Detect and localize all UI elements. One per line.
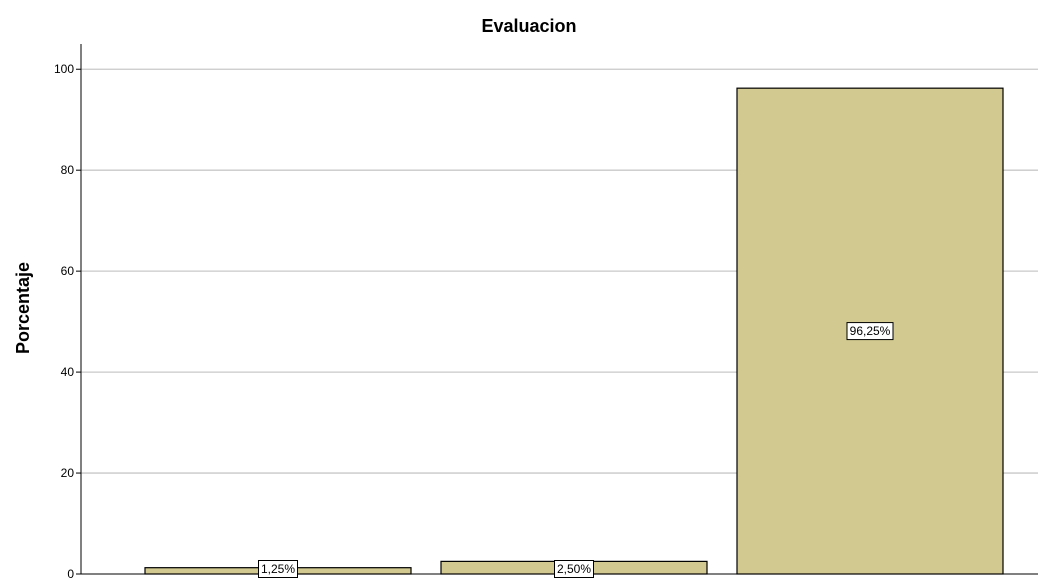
data-labels: 1,25% 2,50% 96,25% — [258, 322, 894, 578]
data-label: 96,25% — [850, 324, 891, 338]
data-label: 2,50% — [557, 562, 591, 576]
y-tick-label: 40 — [61, 365, 75, 379]
data-label-box — [846, 322, 894, 341]
y-axis-label: Porcentaje — [13, 262, 33, 354]
y-tick-label: 20 — [61, 466, 75, 480]
y-tick-label: 60 — [61, 264, 75, 278]
y-tick-label: 80 — [61, 163, 75, 177]
y-tick-label: 0 — [67, 567, 74, 578]
chart-title: Evaluacion — [481, 16, 576, 36]
y-tick-label: 100 — [54, 62, 74, 76]
data-label: 1,25% — [261, 562, 295, 576]
